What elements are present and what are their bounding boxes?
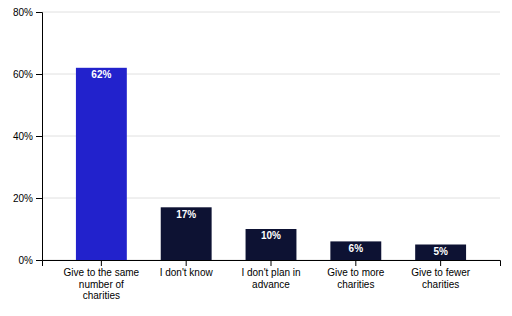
x-tick-label-line: Give to fewer <box>411 267 471 278</box>
data-label: 10% <box>261 230 281 241</box>
x-tick: Give to morecharities <box>327 260 385 290</box>
x-axis: Give to the samenumber ofcharitiesI don'… <box>43 260 501 301</box>
bar <box>330 241 381 260</box>
x-tick-label-line: charities <box>422 279 459 290</box>
y-tick: 40% <box>13 131 42 142</box>
x-tick-label-line: charities <box>337 279 374 290</box>
x-tick-label-line: number of <box>79 279 124 290</box>
bar <box>246 229 297 260</box>
x-tick-label: I don't plan inadvance <box>241 267 300 290</box>
y-tick-label: 20% <box>13 193 33 204</box>
y-tick-mark <box>36 260 42 261</box>
x-tick-label-line: I don't plan in <box>241 267 300 278</box>
chart: 0%20%40%60%80%Give to the samenumber ofc… <box>0 0 512 316</box>
grid <box>42 12 500 260</box>
plot: 0%20%40%60%80%Give to the samenumber ofc… <box>13 7 501 301</box>
y-tick-mark <box>36 12 42 13</box>
x-tick: I don't plan inadvance <box>241 260 300 290</box>
y-tick-mark <box>36 136 42 137</box>
y-axis: 0% 20% 40% 60% 80% <box>13 7 43 266</box>
x-tick-label-line: Give to the same <box>64 267 140 278</box>
x-tick-mark <box>271 260 272 266</box>
data-label: 17% <box>176 209 196 220</box>
data-label: 6% <box>349 243 364 254</box>
y-tick-mark <box>36 198 42 199</box>
y-tick-mark <box>36 74 42 75</box>
grid-line <box>42 12 500 13</box>
y-tick: 80% <box>13 7 42 18</box>
bar <box>76 68 127 260</box>
x-tick-mark <box>355 260 356 266</box>
bars <box>76 68 466 260</box>
x-tick-label-line: Give to more <box>327 267 385 278</box>
x-tick-label: Give to fewercharities <box>411 267 471 290</box>
x-tick-mark <box>440 260 441 266</box>
data-label: 5% <box>433 246 448 257</box>
bar <box>415 245 466 261</box>
x-tick-mark <box>186 260 187 266</box>
x-tick: Give to fewercharities <box>411 260 471 290</box>
x-tick: Give to the samenumber ofcharities <box>64 260 140 301</box>
x-tick-label: I don't know <box>160 267 214 278</box>
x-tick-label-line: I don't know <box>160 267 214 278</box>
x-tick: I don't know <box>160 260 214 278</box>
data-labels: 62% 17% 10% 6% 5% <box>91 69 448 257</box>
y-tick-label: 40% <box>13 131 33 142</box>
data-label: 62% <box>91 69 111 80</box>
y-axis-line <box>36 13 43 261</box>
y-tick: 0% <box>19 255 42 266</box>
y-tick-label: 60% <box>13 69 33 80</box>
x-axis-line <box>43 261 501 267</box>
bar <box>161 207 212 260</box>
x-tick-mark <box>101 260 102 266</box>
y-tick-label: 80% <box>13 7 33 18</box>
y-tick: 60% <box>13 69 42 80</box>
y-tick-label: 0% <box>19 255 34 266</box>
x-tick-label: Give to morecharities <box>327 267 385 290</box>
x-tick-label-line: charities <box>83 290 120 301</box>
y-tick: 20% <box>13 193 42 204</box>
x-tick-label-line: advance <box>252 279 290 290</box>
x-tick-label: Give to the samenumber ofcharities <box>64 267 140 301</box>
